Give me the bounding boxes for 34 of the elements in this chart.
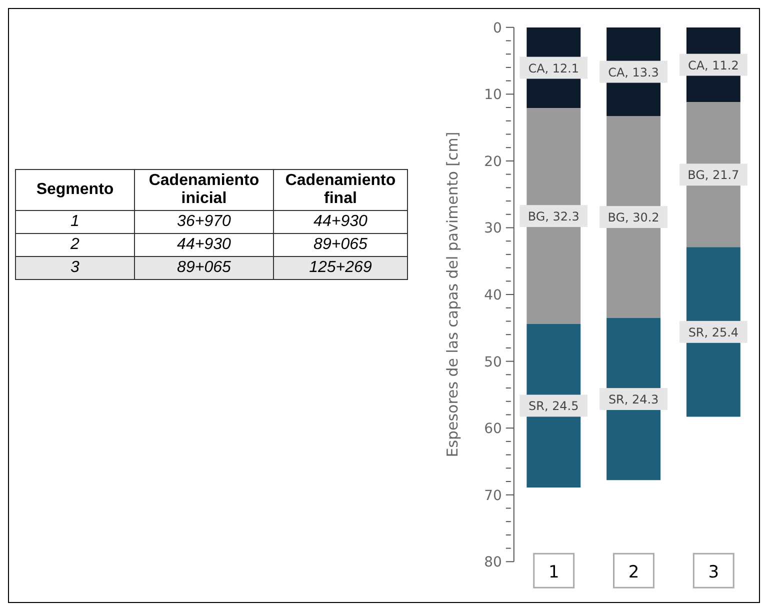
y-tick-label: 70	[484, 488, 502, 504]
data-label: BG, 21.7	[688, 168, 740, 182]
text: 1	[16, 210, 134, 234]
y-tick-label: 60	[484, 421, 502, 438]
y-tick-label: 0	[493, 20, 502, 36]
y-tick-label: 20	[484, 154, 502, 170]
y-tick-label: 10	[484, 87, 502, 104]
data-label: CA, 11.2	[688, 58, 740, 72]
data-label: CA, 13.3	[608, 65, 660, 80]
x-tick-label: 2	[628, 562, 640, 583]
data-label: CA, 12.1	[528, 61, 580, 76]
text: 44+930	[134, 234, 274, 256]
data-label: SR, 24.3	[608, 392, 660, 407]
y-tick-label: 40	[484, 288, 502, 304]
x-tick-label: 3	[708, 562, 720, 583]
x-tick-label: 1	[548, 562, 560, 583]
y-tick-label: 30	[484, 220, 502, 237]
y-tick-label: 50	[484, 354, 502, 370]
data-label: BG, 32.3	[528, 210, 580, 224]
text: Cadenamiento inicial	[134, 170, 274, 210]
text: 36+970	[134, 210, 274, 234]
text: 89+065	[134, 256, 274, 280]
text: 2	[16, 234, 134, 256]
data-label: SR, 25.4	[688, 325, 739, 340]
text: 89+065	[273, 234, 408, 256]
y-axis-title: Espesores de las capas del pavimento [cm]	[444, 132, 462, 458]
text: 3	[16, 256, 134, 280]
text: Segmento	[16, 170, 134, 210]
data-label: BG, 30.2	[608, 210, 660, 225]
text: 125+269	[273, 256, 408, 280]
y-tick-label: 80	[484, 554, 502, 571]
data-label: SR, 24.5	[528, 399, 580, 414]
text: 44+930	[273, 210, 408, 234]
text: Cadenamiento final	[273, 170, 408, 210]
